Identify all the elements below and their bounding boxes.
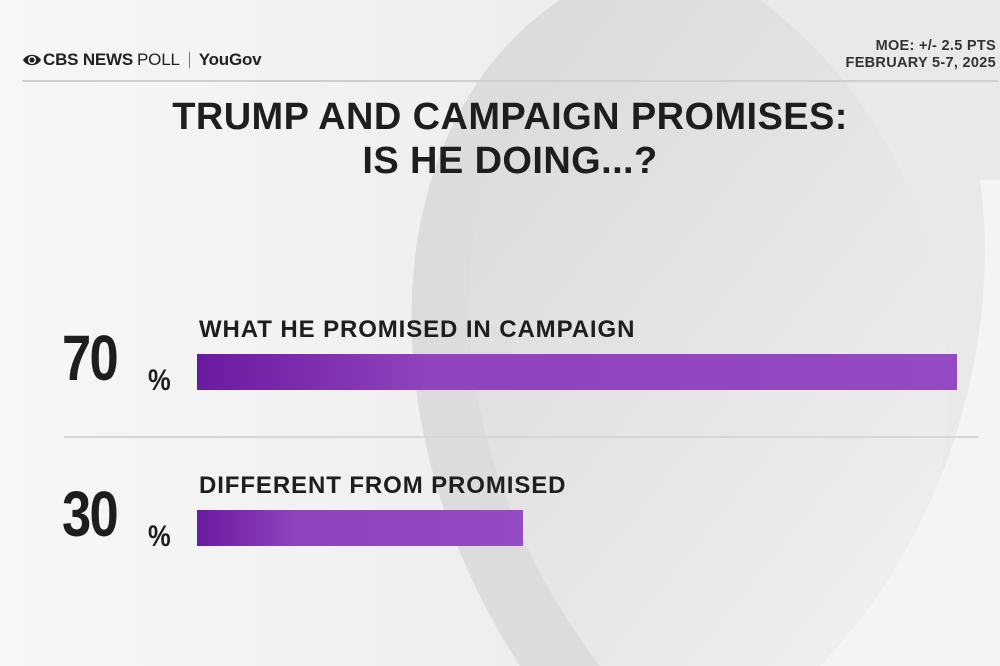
brand-separator [188, 52, 190, 68]
cbs-eye-icon [23, 54, 41, 66]
brand-logo: CBS NEWS POLL YouGov [22, 50, 262, 70]
bar-1 [197, 354, 957, 390]
bar-category-label-1: WHAT HE PROMISED IN CAMPAIGN [199, 316, 636, 343]
margin-of-error: MOE: +/- 2.5 PTS [875, 38, 996, 54]
brand-poll: POLL [137, 50, 180, 69]
bar-track-2 [197, 510, 957, 546]
bar-unit-2: % [148, 520, 171, 553]
chart-title-line2: IS HE DOING...? [362, 140, 658, 182]
poll-dates: FEBRUARY 5-7, 2025 [845, 55, 996, 71]
bar-track-1 [197, 354, 957, 390]
bar-2 [197, 510, 523, 546]
chart-title-line1: TRUMP AND CAMPAIGN PROMISES: [172, 96, 848, 138]
poll-meta: MOE: +/- 2.5 PTS FEBRUARY 5-7, 2025 [846, 38, 996, 72]
bar-unit-1: % [148, 364, 171, 397]
row-divider [64, 436, 979, 438]
brand-partner: YouGov [198, 50, 262, 69]
header-divider [22, 80, 998, 82]
bar-row-2: 30 % DIFFERENT FROM PROMISED [0, 472, 1000, 582]
brand-cbs: CBS NEWS [43, 50, 134, 69]
bar-value-label-1: 70 [62, 322, 119, 394]
bar-category-label-2: DIFFERENT FROM PROMISED [199, 472, 567, 499]
header: CBS NEWS POLL YouGov MOE: +/- 2.5 PTS FE… [22, 36, 998, 76]
chart-title: TRUMP AND CAMPAIGN PROMISES: IS HE DOING… [0, 95, 1000, 183]
bar-row-1: 70 % WHAT HE PROMISED IN CAMPAIGN [0, 316, 1000, 426]
bar-value-label-2: 30 [62, 478, 119, 550]
